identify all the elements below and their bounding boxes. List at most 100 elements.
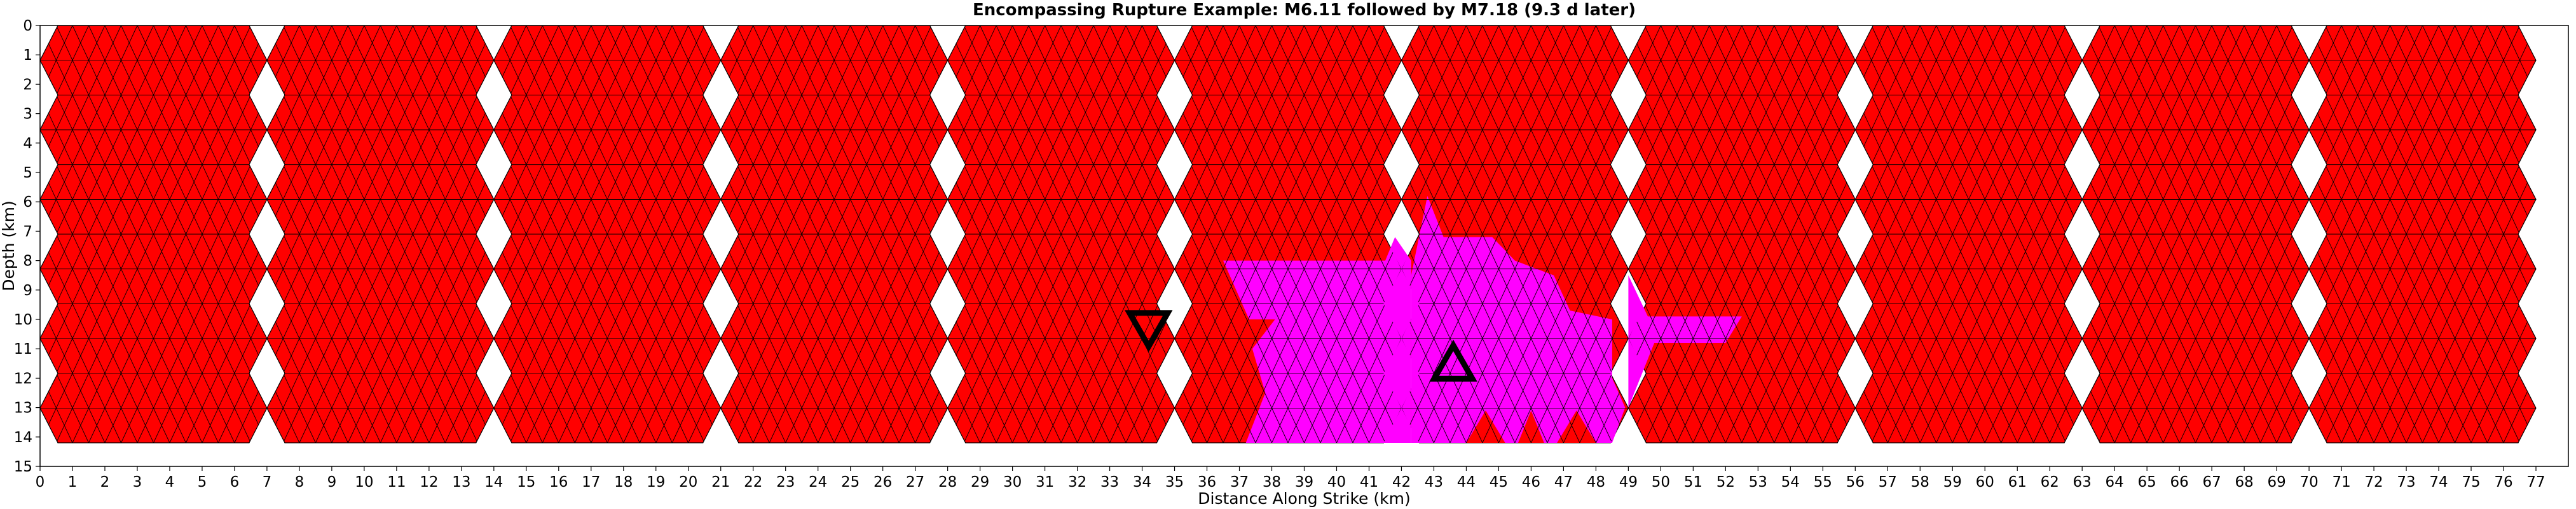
rupture-zones [1223,196,1742,443]
y-tick-label-14: 14 [14,429,32,446]
x-tick-label-10: 10 [355,474,373,491]
y-tick-label-11: 11 [14,341,32,358]
x-tick-label-31: 31 [1036,474,1054,491]
x-tick-label-28: 28 [938,474,957,491]
x-tick-label-68: 68 [2235,474,2253,491]
x-tick-label-29: 29 [971,474,989,491]
x-tick-label-47: 47 [1554,474,1573,491]
x-tick-label-27: 27 [906,474,924,491]
x-tick-label-22: 22 [744,474,762,491]
x-tick-label-34: 34 [1133,474,1151,491]
y-tick-label-9: 9 [23,282,32,299]
x-tick-label-42: 42 [1392,474,1411,491]
x-tick-label-63: 63 [2073,474,2092,491]
x-tick-label-33: 33 [1100,474,1119,491]
y-tick-label-10: 10 [14,312,32,328]
x-tick-label-38: 38 [1263,474,1281,491]
non-rupture-notch-1 [1466,410,1505,443]
x-tick-label-17: 17 [582,474,600,491]
rupture-zone-1 [1223,237,1411,443]
marker-triangle-up-2 [1429,339,1477,382]
x-tick-label-12: 12 [420,474,438,491]
x-tick-label-7: 7 [263,474,272,491]
x-tick-label-54: 54 [1781,474,1800,491]
x-tick-label-71: 71 [2332,474,2350,491]
x-tick-label-18: 18 [614,474,633,491]
x-tick-label-2: 2 [100,474,110,491]
non-rupture-notch-3 [1557,410,1596,443]
x-tick-label-41: 41 [1360,474,1378,491]
x-tick-label-74: 74 [2429,474,2448,491]
x-tick-label-1: 1 [68,474,78,491]
y-tick-label-13: 13 [14,400,32,417]
x-tick-label-67: 67 [2203,474,2221,491]
x-tick-label-0: 0 [36,474,45,491]
x-tick-label-11: 11 [387,474,406,491]
x-tick-label-45: 45 [1490,474,1508,491]
x-tick-label-40: 40 [1327,474,1346,491]
x-tick-label-56: 56 [1846,474,1865,491]
y-tick-label-0: 0 [23,18,32,34]
x-tick-label-20: 20 [679,474,697,491]
x-tick-label-76: 76 [2494,474,2512,491]
x-tick-label-4: 4 [165,474,175,491]
y-tick-label-5: 5 [23,165,32,181]
x-tick-label-65: 65 [2138,474,2156,491]
x-tick-label-66: 66 [2170,474,2189,491]
x-tick-label-32: 32 [1068,474,1086,491]
hypocenter-markers [1125,310,1477,382]
x-tick-label-57: 57 [1879,474,1897,491]
x-tick-label-48: 48 [1587,474,1605,491]
x-tick-label-35: 35 [1165,474,1184,491]
x-tick-label-9: 9 [327,474,337,491]
non-rupture-notch-2 [1518,410,1544,443]
x-tick-label-46: 46 [1522,474,1540,491]
x-tick-label-5: 5 [198,474,207,491]
y-tick-label-6: 6 [23,194,32,211]
x-tick-label-61: 61 [2008,474,2027,491]
y-tick-label-1: 1 [23,47,32,64]
x-tick-label-59: 59 [1943,474,1962,491]
x-tick-label-24: 24 [809,474,827,491]
x-tick-label-72: 72 [2364,474,2383,491]
x-tick-label-77: 77 [2526,474,2545,491]
y-tick-label-2: 2 [23,76,32,93]
x-tick-label-52: 52 [1716,474,1735,491]
x-tick-label-75: 75 [2462,474,2480,491]
chart-title: Encompassing Rupture Example: M6.11 foll… [973,1,1636,20]
y-tick-label-12: 12 [14,370,32,387]
x-tick-label-69: 69 [2267,474,2285,491]
x-tick-label-13: 13 [452,474,470,491]
y-tick-label-15: 15 [14,459,32,475]
x-tick-label-25: 25 [841,474,860,491]
x-tick-label-8: 8 [295,474,305,491]
x-tick-label-6: 6 [230,474,240,491]
y-axis-label: Depth (km) [0,200,18,291]
x-tick-label-51: 51 [1684,474,1702,491]
x-tick-label-16: 16 [549,474,568,491]
y-tick-label-3: 3 [23,106,32,123]
x-tick-label-39: 39 [1295,474,1313,491]
x-tick-label-37: 37 [1230,474,1249,491]
x-tick-label-14: 14 [484,474,503,491]
x-tick-label-49: 49 [1619,474,1638,491]
y-tick-label-4: 4 [23,136,32,152]
x-tick-label-26: 26 [874,474,892,491]
x-tick-label-15: 15 [517,474,535,491]
x-tick-label-44: 44 [1457,474,1476,491]
x-tick-label-53: 53 [1749,474,1767,491]
rupture-zone-3 [1628,275,1742,408]
x-tick-label-23: 23 [776,474,795,491]
x-tick-label-36: 36 [1198,474,1216,491]
x-axis-label: Distance Along Strike (km) [1198,489,1410,508]
x-tick-label-50: 50 [1652,474,1670,491]
y-tick-label-8: 8 [23,253,32,270]
plot-area [39,25,2569,467]
x-tick-label-58: 58 [1911,474,1929,491]
x-tick-label-70: 70 [2299,474,2318,491]
x-axis: 0 1 2 3 4 5 6 7 8 9 10 11 12 13 14 15 16 17 18 19 20 21 22 23 24… [36,466,2545,491]
x-tick-label-55: 55 [1814,474,1832,491]
x-tick-label-62: 62 [2041,474,2059,491]
